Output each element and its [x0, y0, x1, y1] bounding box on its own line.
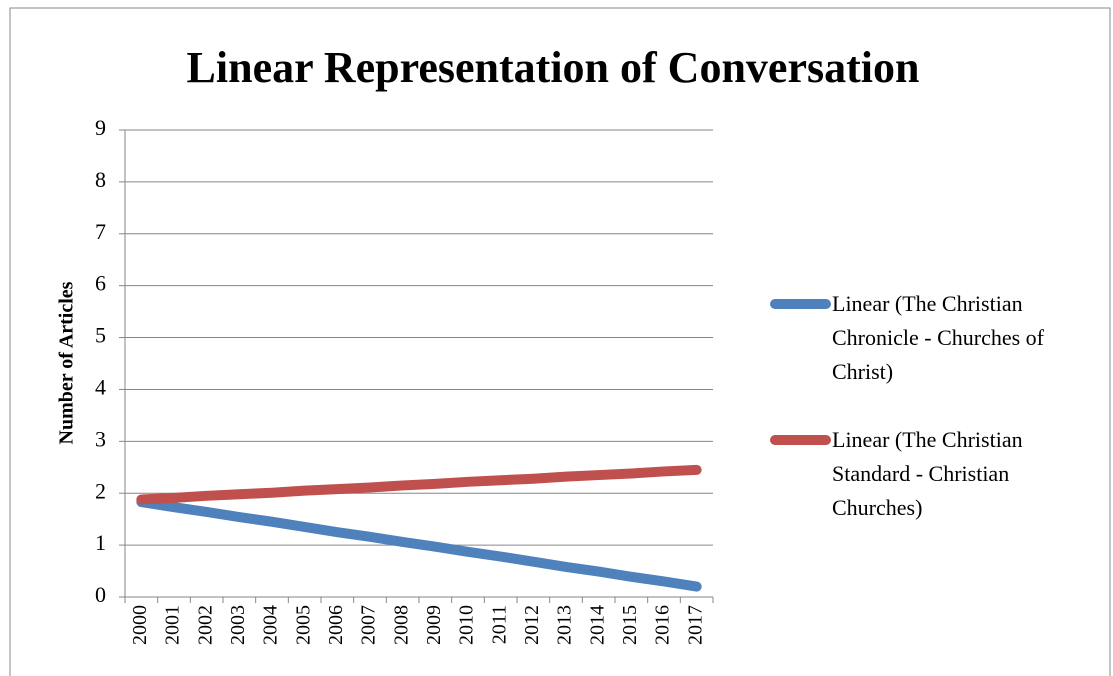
x-tick-label: 2001 [162, 605, 184, 645]
x-tick-label: 2002 [194, 605, 216, 645]
y-tick-label: 0 [95, 582, 106, 607]
x-tick-label: 2011 [488, 605, 510, 644]
x-tick-label: 2006 [325, 605, 347, 645]
x-tick-label: 2013 [554, 605, 576, 645]
y-tick-label: 6 [95, 271, 106, 296]
y-tick-label: 5 [95, 323, 106, 348]
y-tick-label: 7 [95, 219, 106, 244]
x-tick-label: 2009 [423, 605, 445, 645]
y-axis-label: Number of Articles [56, 281, 78, 444]
x-tick-label: 2000 [129, 605, 151, 645]
x-tick-label: 2005 [292, 605, 314, 645]
x-tick-label: 2010 [456, 605, 478, 645]
chart-border [9, 7, 1111, 676]
y-tick-label: 2 [95, 478, 106, 503]
legend-label: Linear (The Christian Standard - Christi… [832, 427, 1023, 520]
chart-title: Linear Representation of Conversation [187, 43, 920, 92]
y-tick-label: 9 [95, 115, 106, 140]
x-tick-label: 2007 [358, 605, 380, 645]
y-tick-label: 3 [95, 426, 106, 451]
series-line [136, 464, 702, 505]
x-tick-label: 2014 [586, 605, 608, 645]
x-tick-label: 2017 [684, 605, 706, 645]
x-tick-label: 2015 [619, 605, 641, 645]
y-tick-label: 8 [95, 167, 106, 192]
y-tick-label: 4 [95, 374, 106, 399]
series-line [136, 497, 702, 592]
x-tick-label: 2003 [227, 605, 249, 645]
y-tick-label: 1 [95, 530, 106, 555]
x-tick-label: 2016 [652, 605, 674, 645]
legend-label: Linear (The Christian Chronicle - Church… [832, 291, 1044, 384]
x-tick-label: 2012 [521, 605, 543, 645]
x-tick-label: 2004 [260, 605, 282, 645]
x-tick-label: 2008 [390, 605, 412, 645]
